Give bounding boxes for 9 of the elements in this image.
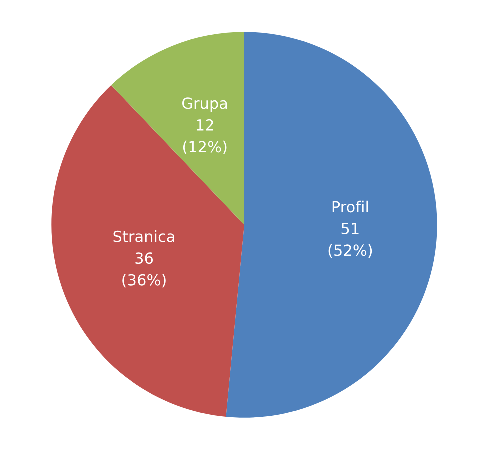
slice-label: Stranica: [114, 230, 174, 242]
data-label: 36 (36%): [122, 252, 166, 288]
data-label: 51 (52%): [328, 223, 372, 258]
pie-slice: [111, 32, 244, 225]
pie-slice: [52, 85, 244, 417]
data-label: 12 (12%): [183, 119, 227, 155]
pie-slice: [226, 32, 438, 418]
slice-label: Profil: [332, 200, 368, 213]
slice-label: Grupa: [182, 98, 228, 112]
